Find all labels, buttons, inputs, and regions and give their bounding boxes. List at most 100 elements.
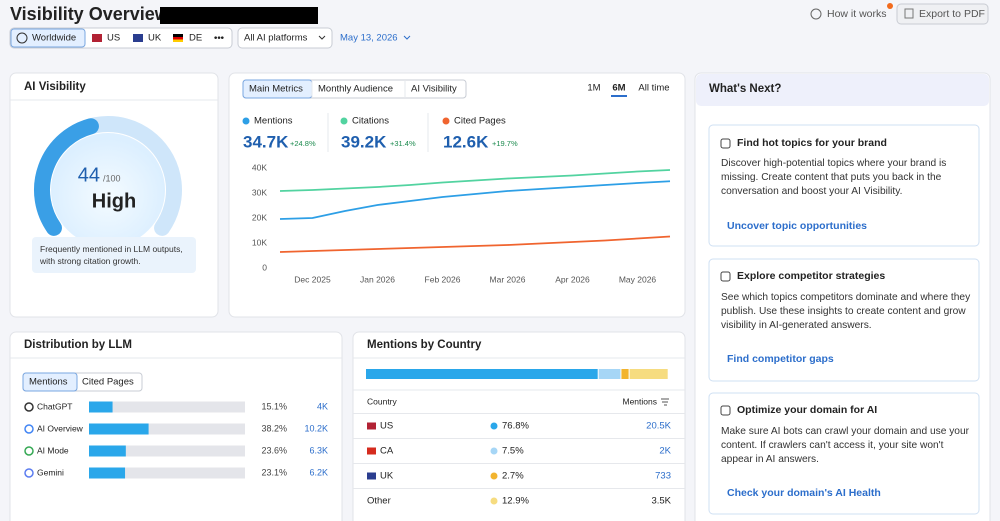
share-label: 76.8% <box>502 421 529 432</box>
llm-name: ChatGPT <box>37 401 72 411</box>
suggestion-link[interactable]: Find competitor gaps <box>727 353 834 365</box>
card-title: Mentions by Country <box>367 339 482 351</box>
chevron <box>403 35 411 40</box>
suggestion-text: Make sure AI bots can crawl your domain … <box>721 426 970 465</box>
legend-dot <box>490 497 498 505</box>
kpi-value: 34.7K <box>243 132 289 151</box>
share-label: 2.7% <box>502 471 524 482</box>
legend-dot <box>490 472 498 480</box>
region-option[interactable]: DE <box>189 33 202 44</box>
redaction <box>160 7 318 24</box>
kpi-value: 39.2K <box>341 132 387 151</box>
export-button[interactable] <box>896 3 989 25</box>
share-label: 38.2% <box>261 423 287 433</box>
legend-label: Mentions <box>254 116 293 127</box>
help-icon <box>810 8 822 20</box>
x-tick-label: Feb 2026 <box>425 274 461 284</box>
y-tick-label: 20K <box>252 212 267 222</box>
country-name: Other <box>367 496 391 507</box>
range[interactable]: All time <box>638 83 669 94</box>
bar-track <box>89 423 245 435</box>
count-link: 2K <box>659 446 671 457</box>
llm-icon <box>24 402 34 412</box>
country-name: US <box>380 421 393 432</box>
tab[interactable]: Main Metrics <box>249 84 303 95</box>
export-icon <box>904 8 914 19</box>
flag-us <box>92 34 102 42</box>
region-option[interactable]: Worldwide <box>32 33 76 44</box>
legend-dot <box>490 447 498 455</box>
card-title: What's Next? <box>709 83 781 95</box>
share-label: 23.6% <box>261 445 287 455</box>
suggestion-card <box>708 258 980 382</box>
legend-dot <box>242 117 250 125</box>
y-tick-label: 40K <box>252 162 267 172</box>
llm-name: AI Overview <box>37 423 84 433</box>
y-tick-label: 0 <box>262 262 267 272</box>
platform-label: All AI platforms <box>244 33 308 44</box>
stack-segment <box>629 369 668 379</box>
share-label: 15.1% <box>261 401 287 411</box>
tab[interactable]: Monthly Audience <box>318 84 393 95</box>
llm-name: AI Mode <box>37 445 69 455</box>
llm-icon <box>24 446 34 456</box>
region-selected <box>10 28 86 48</box>
flag-de <box>173 37 183 40</box>
card-icon <box>720 405 731 416</box>
platform-dropdown[interactable] <box>237 27 333 49</box>
bar <box>89 467 126 479</box>
count-link: 3.5K <box>651 496 671 507</box>
count-link: 6.3K <box>309 445 328 455</box>
flag-de <box>173 34 183 37</box>
bar <box>89 445 126 457</box>
legend-dot <box>340 117 348 125</box>
suggestion-title: Optimize your domain for AI <box>737 404 878 416</box>
region-option[interactable]: US <box>107 33 120 44</box>
suggestion-card <box>708 392 980 515</box>
series-line <box>279 235 671 253</box>
range-selected[interactable]: 6M <box>612 83 625 94</box>
page-title: Visibility Overview: <box>10 4 175 24</box>
export-label: Export to PDF <box>919 8 985 20</box>
suggestion-text: Discover high-potential topics where you… <box>721 158 947 197</box>
legend-dot <box>442 117 450 125</box>
bar <box>89 423 149 435</box>
more-button[interactable]: ••• <box>214 33 225 44</box>
x-tick-label: Apr 2026 <box>555 274 590 284</box>
kpi-change: +19.7% <box>492 139 518 148</box>
stack-segment <box>621 369 629 379</box>
llm-icon <box>24 424 34 434</box>
note-box <box>32 237 196 273</box>
count-link: 6.2K <box>309 467 328 477</box>
tab-selected <box>22 372 78 392</box>
stack-segment <box>598 369 621 379</box>
legend-label: Citations <box>352 116 389 127</box>
level: High <box>92 190 136 212</box>
bar-track <box>89 401 245 413</box>
column-header: Mentions <box>623 396 658 406</box>
kpi-value: 12.6K <box>443 132 489 151</box>
x-tick-label: May 2026 <box>619 274 657 284</box>
sort-icon <box>661 398 669 406</box>
kpi-change: +24.8% <box>290 139 316 148</box>
suggestion-title: Explore competitor strategies <box>737 270 886 282</box>
region-option[interactable]: UK <box>148 33 162 44</box>
gauge-fill <box>34 118 99 236</box>
suggestion-title: Find hot topics for your brand <box>737 137 887 149</box>
help-link[interactable]: How it works <box>827 8 887 20</box>
date-picker[interactable]: May 13, 2026 <box>340 33 398 44</box>
x-tick-label: Mar 2026 <box>490 274 526 284</box>
llm-icon <box>24 468 34 478</box>
note: Frequently mentioned in LLM outputs, wit… <box>40 244 183 266</box>
suggestion-link[interactable]: Uncover topic opportunities <box>727 220 868 232</box>
share-label: 23.1% <box>261 467 287 477</box>
bar-track <box>89 445 245 457</box>
count-link: 20.5K <box>646 421 671 432</box>
legend-label: Cited Pages <box>454 116 506 127</box>
tab[interactable]: AI Visibility <box>411 84 457 95</box>
share-label: 12.9% <box>502 496 529 507</box>
suggestion-link[interactable]: Check your domain's AI Health <box>727 487 881 499</box>
range[interactable]: 1M <box>587 83 600 94</box>
y-tick-label: 30K <box>252 187 267 197</box>
